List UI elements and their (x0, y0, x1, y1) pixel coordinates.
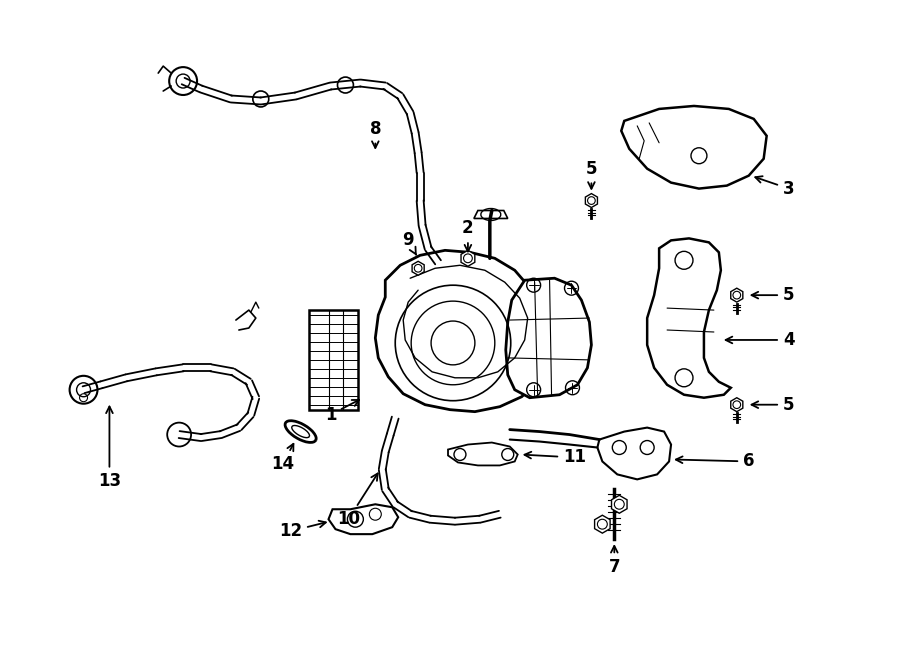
Polygon shape (448, 442, 518, 465)
Polygon shape (412, 261, 424, 275)
Text: 12: 12 (279, 521, 326, 540)
Polygon shape (309, 310, 358, 410)
Text: 13: 13 (98, 406, 121, 491)
Text: 11: 11 (525, 448, 586, 467)
Polygon shape (621, 106, 767, 189)
Polygon shape (595, 515, 610, 533)
Polygon shape (598, 428, 671, 479)
Text: 9: 9 (402, 232, 416, 255)
Polygon shape (461, 250, 475, 266)
Text: 2: 2 (462, 219, 473, 252)
Polygon shape (611, 495, 627, 513)
Polygon shape (731, 398, 742, 412)
Polygon shape (731, 288, 742, 302)
Polygon shape (375, 250, 552, 412)
Text: 4: 4 (725, 331, 795, 349)
Text: 6: 6 (676, 452, 754, 471)
Text: 5: 5 (752, 396, 795, 414)
Text: 1: 1 (325, 400, 359, 424)
Polygon shape (647, 238, 731, 398)
Text: 7: 7 (608, 546, 620, 576)
Polygon shape (585, 193, 598, 207)
Text: 10: 10 (337, 473, 378, 528)
Text: 5: 5 (752, 286, 795, 304)
Polygon shape (506, 278, 591, 398)
Text: 14: 14 (271, 444, 294, 473)
Text: 5: 5 (586, 160, 598, 189)
Text: 8: 8 (370, 120, 381, 148)
Text: 3: 3 (755, 176, 795, 197)
Polygon shape (328, 504, 398, 534)
